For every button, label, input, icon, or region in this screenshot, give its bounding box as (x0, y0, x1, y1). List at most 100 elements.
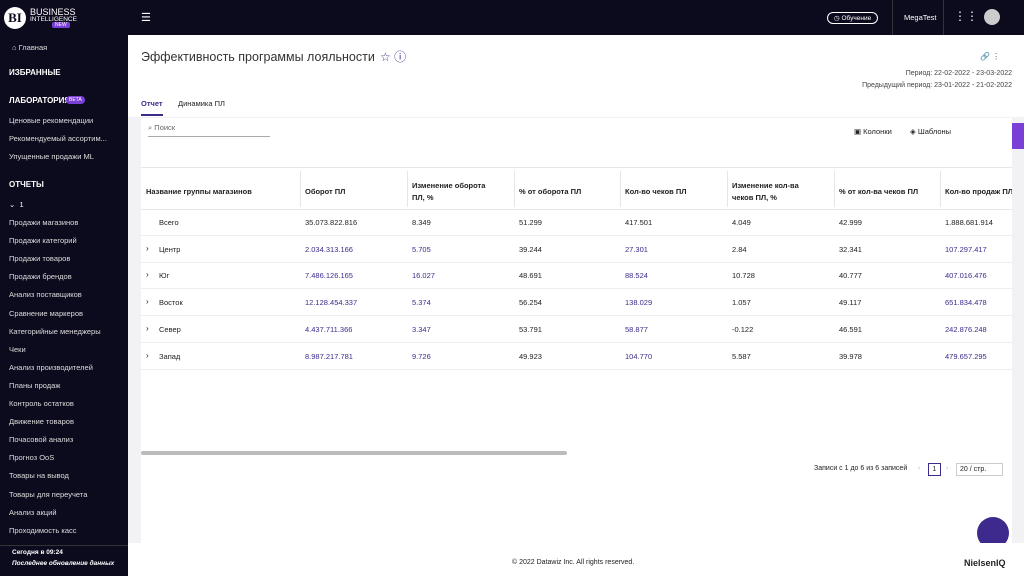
column-divider (834, 171, 835, 207)
nav-item[interactable]: Движение товаров (9, 417, 74, 427)
cell: 5.374 (412, 298, 431, 308)
training-button[interactable]: ◷ Обучение (827, 12, 879, 24)
tab[interactable]: Динамика ПЛ (178, 99, 225, 108)
nav-item[interactable]: ⌂ Главная (12, 43, 48, 52)
nav-item[interactable]: Продажи брендов (9, 272, 72, 282)
nav-item[interactable]: Рекомендуемый ассортим... (9, 134, 107, 143)
tab[interactable]: Отчет (141, 99, 163, 116)
cell: 242.876.248 (945, 324, 987, 334)
section-title[interactable]: ЛАБОРАТОРИЯ (9, 96, 71, 105)
cell: 16.027 (412, 271, 435, 281)
cell: 407.016.476 (945, 271, 987, 281)
page-size[interactable]: 20 / стр. (956, 463, 1003, 476)
nav-item[interactable]: Категорийные менеджеры (9, 326, 101, 336)
column-header[interactable]: % от оборота ПЛ (519, 187, 582, 196)
header-panel (128, 35, 1024, 117)
cell: 88.524 (625, 271, 648, 281)
cell: 651.834.478 (945, 298, 987, 308)
column-header[interactable]: Оборот ПЛ (305, 187, 346, 196)
page-title: Эффективность программы лояльности (141, 50, 375, 64)
templates-button[interactable]: ◈ Шаблоны (910, 127, 952, 136)
cell: 107.297.417 (945, 244, 987, 254)
group-toggle[interactable]: ⌄ 1 (9, 200, 24, 209)
search-input[interactable]: ⌕ Поиск (148, 123, 270, 137)
page-actions[interactable]: 🔗 ⋮ (980, 52, 1001, 61)
nav-item[interactable]: Ценовые рекомендации (9, 116, 94, 125)
nav-item[interactable]: Анализ поставщиков (9, 290, 82, 300)
divider (0, 545, 128, 546)
column-divider (407, 171, 408, 207)
nav-item[interactable]: Продажи товаров (9, 254, 71, 264)
nav-item[interactable]: Планы продаж (9, 380, 61, 390)
column-header[interactable]: Изменение кол-ва чеков ПЛ, % (732, 181, 799, 202)
nav-item[interactable]: Почасовой анализ (9, 435, 74, 445)
cell: 27.301 (625, 244, 648, 254)
logo-mark[interactable]: BI (4, 7, 26, 29)
favorite-star[interactable]: ☆ ⓘ (380, 50, 407, 64)
table-card (141, 118, 1012, 543)
cell: 12.128.454.337 (305, 298, 358, 308)
nav-item[interactable]: Продажи магазинов (9, 218, 79, 227)
nav-item[interactable]: Анализ акций (9, 507, 57, 517)
page-number[interactable]: 1 (928, 463, 941, 476)
column-header[interactable]: % от кол-ва чеков ПЛ (839, 187, 919, 196)
group-label: 1 (19, 200, 24, 209)
cell: 1.057 (732, 298, 751, 308)
nav-item[interactable]: Упущенные продажи ML (9, 152, 94, 161)
side-tool[interactable] (1012, 123, 1024, 149)
next-page[interactable]: › (946, 465, 949, 472)
expand-icon[interactable]: › (146, 350, 149, 360)
cell: 4.049 (732, 218, 751, 227)
pagination-summary: Записи с 1 до 6 из 6 записей (814, 465, 908, 472)
button-label: Обучение (841, 15, 872, 22)
table: Название группы магазинов Оборот ПЛ Измене… (141, 145, 1012, 385)
nav-item[interactable]: Проходимость касс (9, 525, 77, 535)
section-title[interactable]: ИЗБРАННЫЕ (9, 68, 61, 77)
cell: 1.888.681.914 (945, 218, 993, 227)
nav-item[interactable]: Прогноз OoS (9, 453, 55, 463)
expand-icon[interactable]: › (146, 297, 149, 307)
columns-button[interactable]: ▣ Колонки (854, 127, 892, 136)
nav-item[interactable]: Продажи категорий (9, 236, 77, 246)
header-row (141, 167, 1012, 210)
nav-item[interactable]: Анализ производителей (9, 362, 93, 372)
expand-icon[interactable]: › (146, 243, 149, 253)
button-label: Шаблоны (917, 127, 952, 136)
account-name[interactable]: MegaTest (904, 13, 937, 22)
logo-text: INTELLIGENCE (30, 16, 77, 23)
nav-item[interactable]: Сравнение маркеров (9, 308, 84, 318)
badge: NEW (52, 22, 70, 28)
logo-text: BUSINESS (30, 7, 76, 17)
nav-item[interactable]: Товары на вывод (9, 471, 69, 481)
cell: 5.587 (732, 351, 751, 361)
nav-item[interactable]: Чеки (9, 344, 26, 354)
avatar[interactable] (984, 9, 1000, 25)
nav-item[interactable]: Товары для переучета (9, 489, 88, 499)
menu-toggle[interactable]: ☰ (141, 12, 151, 24)
row-label: Всего (159, 218, 179, 227)
placeholder: Поиск (154, 123, 176, 132)
cell: 53.791 (519, 324, 542, 334)
scrollbar[interactable] (141, 451, 567, 455)
column-divider (940, 171, 941, 207)
cell: 417.501 (625, 218, 653, 227)
column-header[interactable]: Название группы магазинов (146, 187, 252, 196)
column-header[interactable]: Изменение оборота ПЛ, % (412, 181, 486, 202)
row-divider (141, 261, 1012, 263)
expand-icon[interactable]: › (146, 270, 149, 280)
prev-page[interactable]: ‹ (918, 465, 921, 472)
column-header[interactable]: Кол-во продаж ПЛ (945, 187, 1012, 196)
apps-button[interactable]: ⋮⋮ (954, 9, 978, 23)
row-label: Юг (159, 271, 170, 281)
expand-icon[interactable]: › (146, 323, 149, 333)
column-header[interactable]: Кол-во чеков ПЛ (625, 187, 687, 196)
copyright: © 2022 Datawiz Inc. All rights reserved. (512, 559, 635, 566)
nav-item[interactable]: Контроль остатков (9, 399, 74, 408)
row-label: Восток (159, 298, 183, 308)
cell: 56.254 (519, 298, 542, 308)
cell: 42.999 (839, 218, 862, 227)
cell: 3.347 (412, 324, 431, 334)
section-title[interactable]: ОТЧЕТЫ (9, 180, 44, 189)
topbar: ☰ ◷ Обучение MegaTest ⋮⋮ (128, 0, 1024, 35)
